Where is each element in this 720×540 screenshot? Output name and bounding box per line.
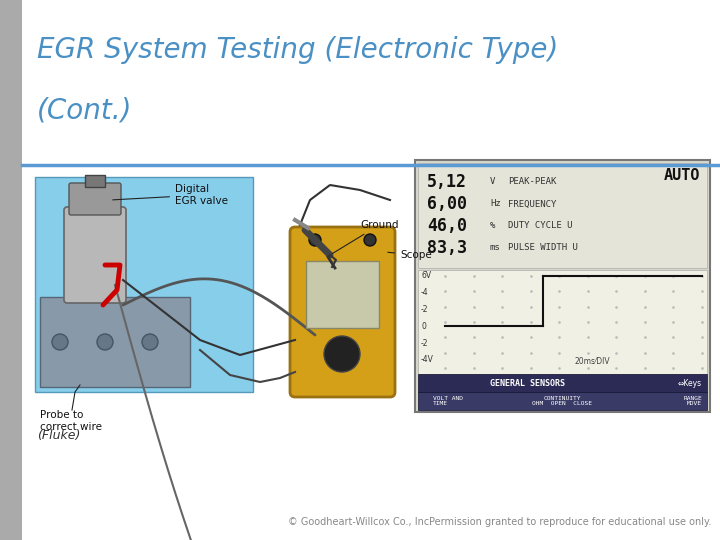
Text: PEAK-PEAK: PEAK-PEAK — [508, 178, 557, 186]
Text: 83,3: 83,3 — [427, 239, 467, 257]
Text: DUTY CYCLE U: DUTY CYCLE U — [508, 221, 572, 231]
Bar — [418, 163, 707, 268]
FancyBboxPatch shape — [40, 297, 190, 387]
Text: -4: -4 — [421, 288, 428, 298]
Text: (Cont.): (Cont.) — [37, 96, 132, 124]
Bar — [418, 374, 707, 392]
Text: FREQUENCY: FREQUENCY — [508, 199, 557, 208]
Text: Hz: Hz — [490, 199, 500, 208]
FancyBboxPatch shape — [69, 183, 121, 215]
Bar — [35, 177, 253, 392]
Text: GENERAL SENSORS: GENERAL SENSORS — [490, 379, 564, 388]
Circle shape — [364, 234, 376, 246]
Text: 5,12: 5,12 — [427, 173, 467, 191]
Text: CONTINUITY
OHM  OPEN  CLOSE: CONTINUITY OHM OPEN CLOSE — [532, 396, 592, 407]
Bar — [85, 175, 105, 187]
Text: 20ms⁄DIV: 20ms⁄DIV — [574, 357, 610, 366]
Text: 6V: 6V — [421, 272, 431, 280]
Text: V: V — [490, 178, 495, 186]
FancyBboxPatch shape — [290, 227, 395, 397]
Text: ⇔Keys: ⇔Keys — [678, 379, 702, 388]
Text: -2: -2 — [421, 305, 428, 314]
Text: %: % — [490, 221, 495, 231]
Text: (Fluke): (Fluke) — [37, 429, 81, 442]
Text: 46,0: 46,0 — [427, 217, 467, 235]
Bar — [0, 0, 22, 540]
Text: 6,00: 6,00 — [427, 195, 467, 213]
FancyBboxPatch shape — [64, 207, 126, 303]
Circle shape — [97, 334, 113, 350]
Text: 0: 0 — [421, 322, 426, 331]
Circle shape — [324, 336, 360, 372]
Bar — [415, 160, 710, 412]
Text: ms: ms — [490, 244, 500, 253]
Circle shape — [142, 334, 158, 350]
Text: Ground: Ground — [333, 220, 398, 254]
Text: Digital
EGR valve: Digital EGR valve — [113, 184, 228, 206]
Circle shape — [52, 334, 68, 350]
Text: -2: -2 — [421, 339, 428, 348]
Bar — [418, 392, 707, 410]
Text: Scope: Scope — [388, 250, 432, 260]
Text: RANGE
MOVE: RANGE MOVE — [683, 396, 702, 407]
Text: -4V: -4V — [421, 355, 434, 364]
Text: AUTO: AUTO — [664, 168, 700, 183]
FancyBboxPatch shape — [306, 261, 379, 328]
Circle shape — [309, 234, 321, 246]
Text: VOLT AND
TIME: VOLT AND TIME — [433, 396, 463, 407]
Text: EGR System Testing (Electronic Type): EGR System Testing (Electronic Type) — [37, 36, 559, 64]
Text: Probe to
correct wire: Probe to correct wire — [40, 410, 102, 431]
Bar — [418, 270, 707, 374]
Text: Permission granted to reproduce for educational use only.: Permission granted to reproduce for educ… — [429, 517, 711, 527]
Text: PULSE WIDTH U: PULSE WIDTH U — [508, 244, 578, 253]
Text: © Goodheart-Willcox Co., Inc.: © Goodheart-Willcox Co., Inc. — [288, 517, 432, 527]
